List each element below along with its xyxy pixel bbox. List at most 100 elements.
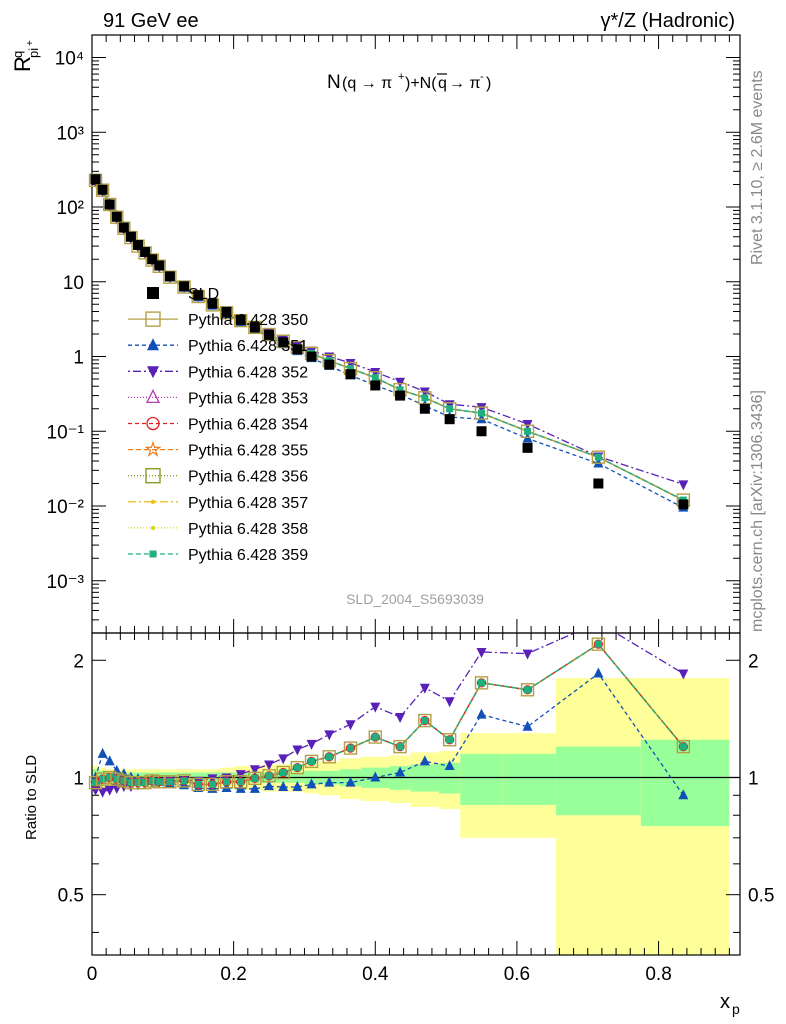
ratio-point-359 — [113, 775, 121, 783]
ratio-point-351 — [104, 755, 115, 766]
rivet-label: Rivet 3.1.10, ≥ 2.6M events — [749, 70, 766, 265]
y-tick-label: 10⁻¹ — [47, 422, 85, 443]
ratio-point-359 — [325, 753, 333, 761]
ratio-point-354 — [345, 743, 356, 753]
point-350 — [234, 313, 248, 328]
ratio-point-351 — [249, 782, 260, 793]
point-sld — [140, 247, 151, 258]
ratio-point-359 — [524, 686, 532, 694]
svg-text:x: x — [720, 991, 730, 1013]
ratio-ylabel: Ratio to SLD — [23, 755, 40, 840]
band-green — [502, 753, 556, 805]
point-sld — [419, 403, 430, 414]
x-tick-label: 0.2 — [220, 964, 246, 985]
y-tick-label: 10⁴ — [55, 49, 84, 70]
point-sld — [476, 426, 487, 437]
ratio-point-351 — [97, 747, 108, 758]
ratio-point-354 — [236, 777, 246, 787]
y-tick-label: 10⁻³ — [47, 572, 85, 593]
ratio-point-359 — [180, 777, 188, 785]
ratio-point-359 — [478, 679, 486, 687]
ratio-point-354 — [370, 732, 380, 742]
ratio-point-351 — [522, 720, 533, 731]
main-frame — [91, 34, 741, 634]
ratio-point-351 — [419, 755, 430, 766]
point-sld — [306, 351, 317, 362]
ratio-point-359 — [208, 780, 216, 788]
ratio-point-351 — [221, 781, 232, 792]
ratio-point-359 — [99, 775, 107, 783]
point-sld — [221, 306, 232, 317]
ratio-point-354 — [221, 777, 232, 787]
ratio-point-352 — [419, 683, 430, 694]
point-350 — [88, 173, 103, 187]
ratio-point-352 — [264, 760, 275, 771]
ratio-point-359 — [237, 778, 245, 786]
point-352 — [345, 358, 356, 369]
ratio-point-354 — [444, 735, 455, 745]
ratio-point-350 — [219, 775, 234, 789]
ratio-point-352 — [306, 739, 317, 750]
ratio-point-354 — [324, 752, 334, 762]
ratio-point-351 — [118, 768, 129, 779]
ratio-point-354 — [292, 762, 303, 773]
ratio-point-352 — [444, 697, 455, 708]
legend-marker — [145, 468, 161, 484]
band-green — [555, 746, 641, 816]
ratio-y-tick-label-right: 1 — [748, 768, 759, 789]
point-sld — [193, 290, 204, 301]
ratio-point-354 — [165, 777, 175, 787]
point-sld — [164, 271, 175, 282]
point-350 — [248, 320, 262, 335]
main-ylabel: R q pi + — [10, 40, 41, 72]
ratio-point-359 — [92, 779, 100, 787]
y-tick-label: 10² — [57, 198, 84, 219]
mcplots-label: mcplots.cern.ch [arXiv:1306.3436] — [749, 390, 766, 632]
ratio-point-359 — [106, 773, 114, 781]
ratio-point-359 — [223, 778, 231, 786]
ratio-point-359 — [594, 640, 602, 648]
point-sld — [444, 414, 455, 425]
ratio-point-352 — [292, 745, 303, 756]
legend-marker — [150, 499, 156, 504]
ratio-point-352 — [324, 730, 335, 741]
ratio-point-350 — [276, 765, 290, 780]
ratio-point-351 — [444, 760, 455, 771]
ratio-point-359 — [265, 772, 273, 780]
point-352 — [370, 368, 381, 379]
ratio-point-359 — [679, 743, 687, 751]
point-sld — [278, 337, 289, 348]
x-tick-label: 0.6 — [504, 964, 530, 985]
point-352 — [395, 377, 406, 388]
ratio-frame — [91, 632, 741, 956]
ratio-point-359 — [141, 779, 149, 787]
svg-text:pi: pi — [26, 48, 41, 58]
point-sld — [147, 254, 158, 265]
band-green — [439, 762, 461, 794]
point-350 — [262, 327, 276, 342]
svg-text:N: N — [327, 72, 341, 93]
ratio-point-352 — [278, 754, 289, 765]
ratio-point-350 — [343, 741, 358, 755]
ratio-y-tick-label-right: 0.5 — [748, 886, 774, 907]
ratio-point-359 — [134, 779, 142, 787]
ratio-point-350 — [393, 739, 407, 754]
ratio-panel: 0 0.2 0.4 0.6 0.8 0.5 0.5 1 1 2 2 — [58, 632, 774, 985]
ratio-point-359 — [194, 780, 202, 788]
point-sld — [522, 442, 533, 453]
ratio-point-351 — [678, 789, 689, 800]
ratio-point-359 — [148, 777, 156, 785]
ratio-point-350 — [368, 730, 382, 744]
point-359 — [594, 453, 602, 461]
svg-text:p: p — [732, 1001, 740, 1017]
ratio-point-350 — [442, 733, 457, 747]
legend-label: Pythia 6.428 357 — [188, 495, 308, 512]
ratio-point-350 — [520, 683, 535, 697]
point-sld — [179, 281, 190, 292]
point-sld — [292, 344, 303, 355]
svg-text:q: q — [438, 75, 447, 92]
ratio-point-350 — [205, 777, 220, 792]
y-tick-label: 1 — [73, 348, 84, 369]
point-sld — [154, 260, 165, 271]
band-yellow — [555, 678, 641, 955]
